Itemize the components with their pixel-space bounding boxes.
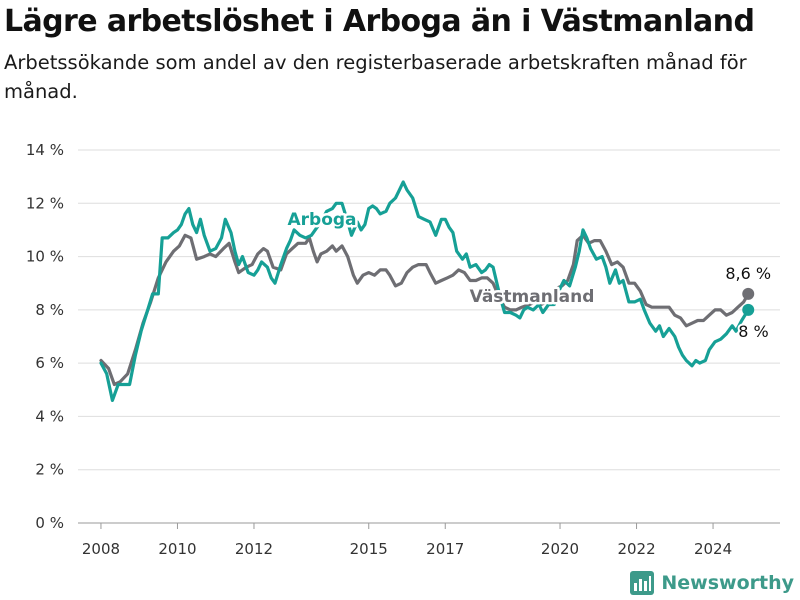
x-tick-label: 2024: [694, 540, 732, 558]
chart-title: Lägre arbetslöshet i Arboga än i Västman…: [4, 4, 755, 39]
end-point-arboga: [742, 303, 755, 316]
newsworthy-brand: Newsworthy: [629, 570, 794, 596]
x-tick-label: 2020: [541, 540, 579, 558]
y-tick-label: 12 %: [26, 194, 64, 212]
y-tick-label: 8 %: [35, 301, 64, 319]
end-value-label: 8 %: [738, 322, 768, 341]
brand-name: Newsworthy: [661, 572, 794, 594]
series-line-västmanland: [99, 233, 750, 387]
end-value-label: 8,6 %: [725, 264, 771, 283]
y-tick-label: 4 %: [35, 407, 64, 425]
x-tick-label: 2015: [350, 540, 388, 558]
grid-layer: [78, 149, 780, 524]
y-tick-label: 6 %: [35, 354, 64, 372]
end-point-västmanland: [742, 287, 755, 300]
label-layer: Västmanland Arboga 8,6 % 8 %: [285, 208, 773, 343]
x-tick-label: 2010: [158, 540, 196, 558]
series-layer: [99, 180, 755, 402]
x-tick-label: 2008: [82, 540, 120, 558]
chart-subtitle: Arbetssökande som andel av den registerb…: [4, 51, 747, 103]
x-tick-label: 2017: [426, 540, 464, 558]
bar-chart-logo-icon: [630, 571, 655, 595]
y-tick-label: 0 %: [35, 514, 64, 532]
series-label-västmanland: Västmanland: [470, 287, 595, 307]
y-tick-label: 2 %: [35, 461, 64, 479]
x-tick-label: 2012: [235, 540, 273, 558]
y-tick-label: 10 %: [26, 248, 64, 266]
y-axis-ticks: 0 % 2 % 4 % 6 % 8 % 10 % 12 % 14 %: [26, 141, 64, 532]
series-line-arboga: [99, 180, 750, 402]
x-tick-label: 2022: [617, 540, 655, 558]
y-tick-label: 14 %: [26, 141, 64, 159]
series-label-arboga: Arboga: [287, 210, 356, 230]
x-axis-ticks: 2008 2010 2012 2015 2017 2020 2022 2024: [82, 523, 732, 558]
